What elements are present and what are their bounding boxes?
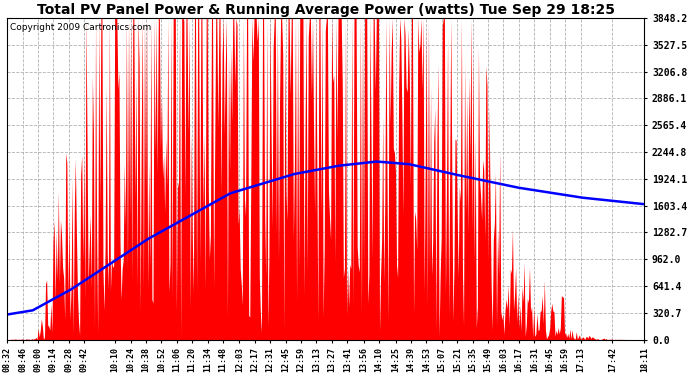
Title: Total PV Panel Power & Running Average Power (watts) Tue Sep 29 18:25: Total PV Panel Power & Running Average P… <box>37 3 615 17</box>
Text: Copyright 2009 Cartronics.com: Copyright 2009 Cartronics.com <box>10 23 152 32</box>
